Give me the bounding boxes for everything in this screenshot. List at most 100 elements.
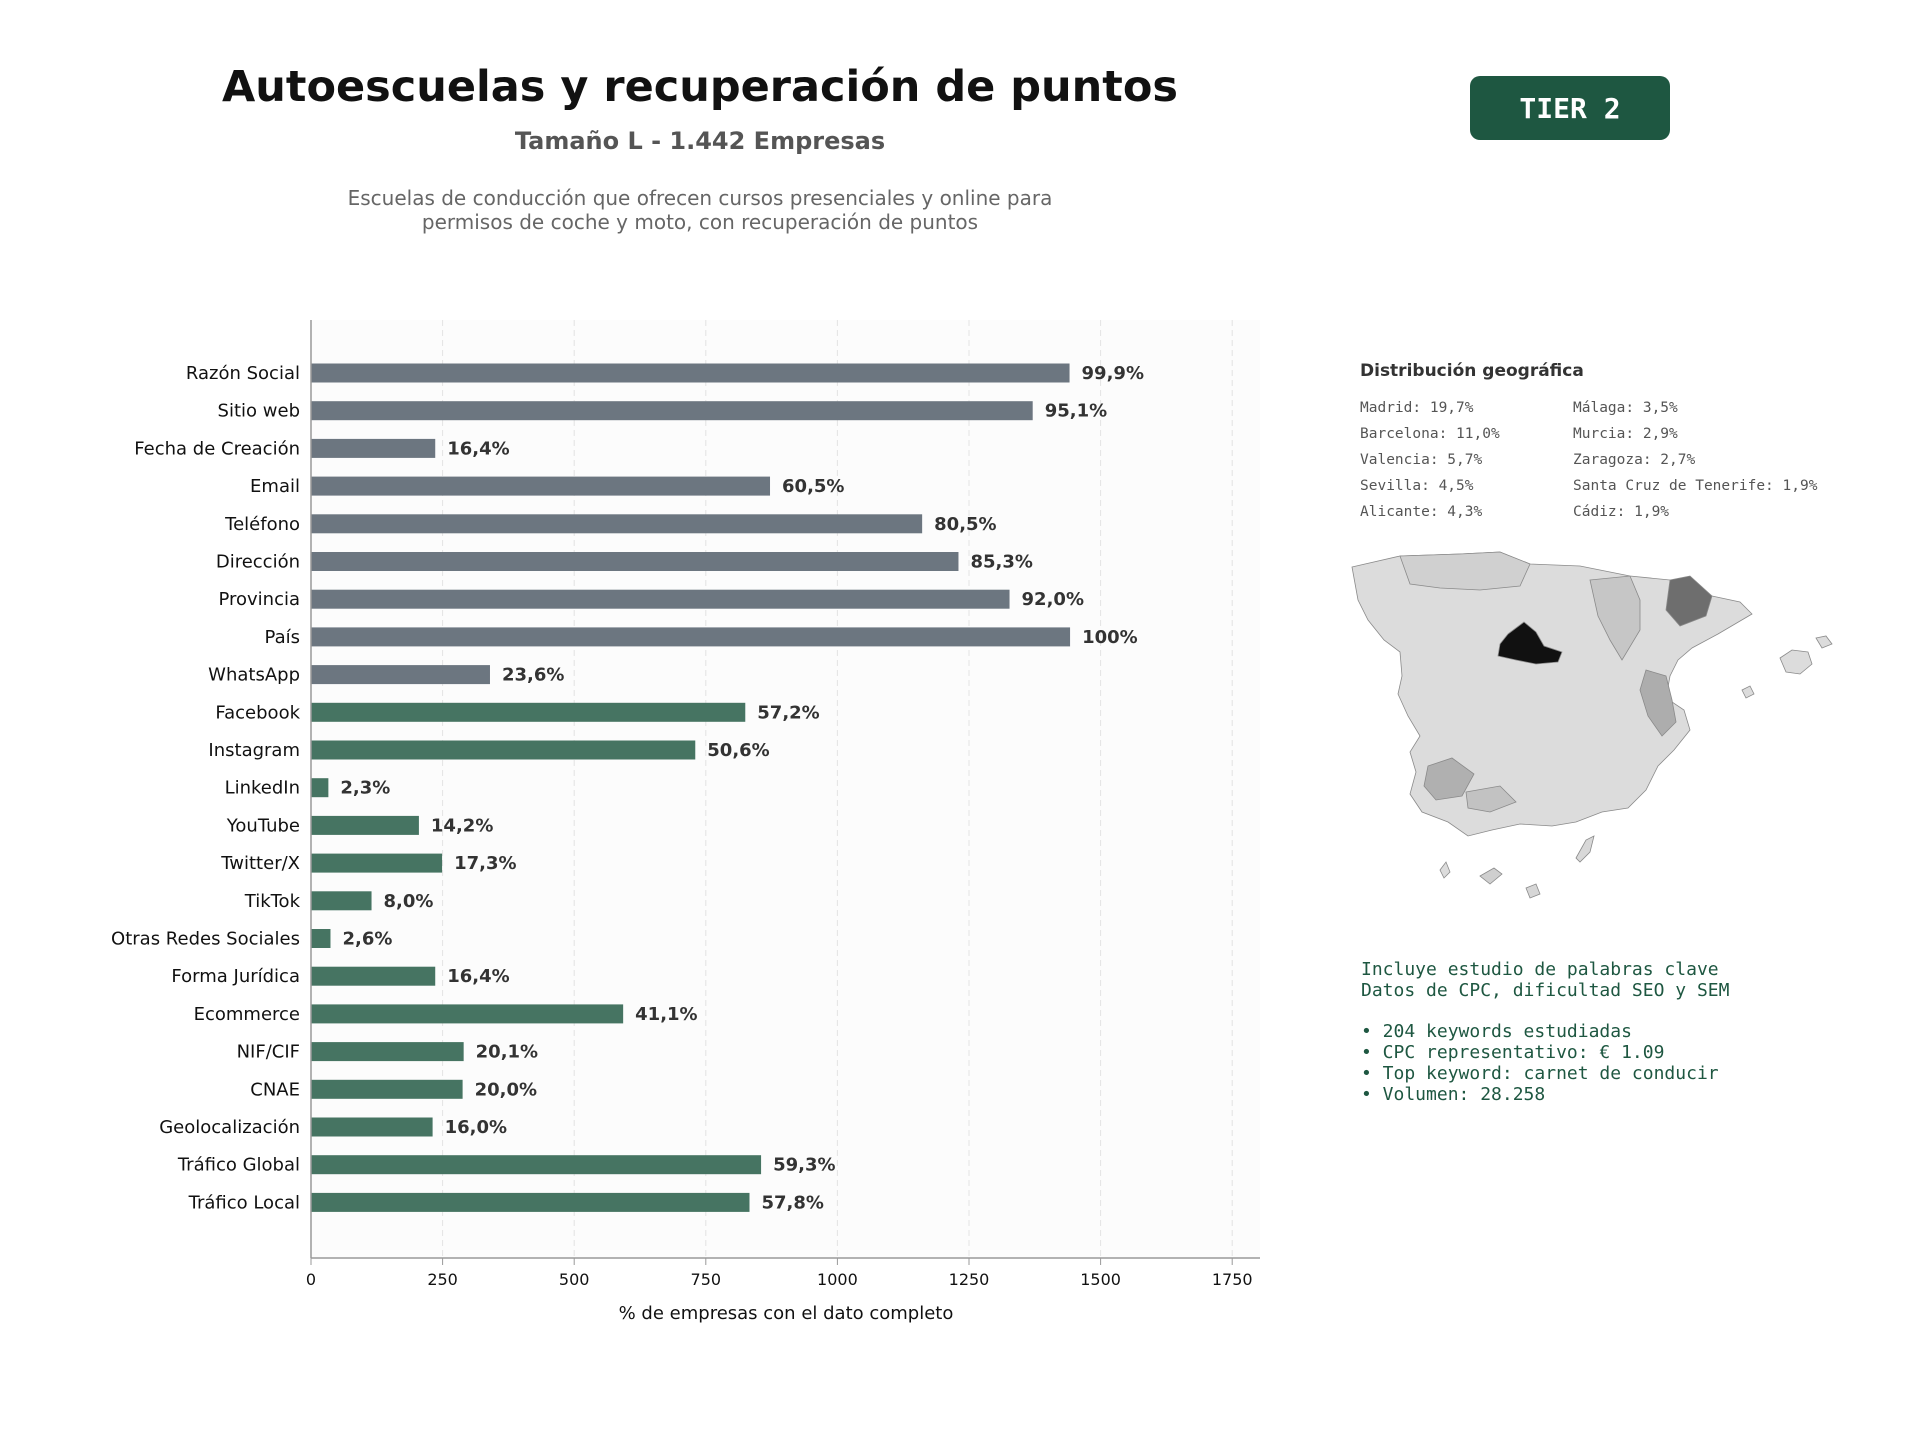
bar-value-label: 16,0% <box>445 1117 507 1138</box>
category-labels: Razón Social Sitio web Fecha de Creación Em… <box>111 363 301 1213</box>
map-region-sevilla <box>1423 757 1475 801</box>
seo-bullet: • Volumen: 28.258 <box>1361 1084 1546 1105</box>
bar-value-label: 16,4% <box>447 438 509 459</box>
bar-value-label: 20,0% <box>475 1079 537 1100</box>
map-balearic-ibiza <box>1741 685 1755 699</box>
category-label: Geolocalización <box>159 1117 300 1138</box>
bar <box>311 815 419 835</box>
map-aragon <box>1589 575 1641 661</box>
plot-background <box>310 320 1260 1258</box>
bar <box>311 853 443 873</box>
bar <box>311 401 1033 421</box>
x-tick-label: 500 <box>559 1270 590 1289</box>
bar <box>311 1192 750 1212</box>
category-label: Ecommerce <box>194 1004 300 1025</box>
x-ticks: 0 250 500 750 1000 1250 1500 1750 <box>306 1258 1253 1289</box>
geo-entry: Cádiz: 1,9% <box>1573 504 1670 520</box>
category-label: YouTube <box>226 815 300 836</box>
bar <box>311 438 436 458</box>
x-tick-label: 1500 <box>1080 1270 1121 1289</box>
bar-value-labels: 99,9% 95,1% 16,4% 60,5% 80,5% 85,3% 92,0% 100% 2… <box>340 363 1144 1213</box>
category-label: Email <box>250 476 300 497</box>
x-axis-label: % de empresas con el dato completo <box>619 1303 954 1324</box>
geo-column-left: Madrid: 19,7% Barcelona: 11,0% Valencia:… <box>1360 398 1500 528</box>
category-label: Tráfico Local <box>188 1192 300 1213</box>
map-region-malaga <box>1465 785 1517 813</box>
map-region-barcelona <box>1665 575 1713 627</box>
bar <box>311 891 372 911</box>
seo-info-panel: Incluye estudio de palabras clave Datos … <box>1361 959 1729 1105</box>
bar-value-label: 2,3% <box>340 778 390 799</box>
bar-value-label: 92,0% <box>1022 589 1084 610</box>
category-label: Forma Jurídica <box>171 966 300 987</box>
bar-value-label: 100% <box>1082 627 1138 648</box>
grid-lines <box>442 320 1233 1258</box>
spain-choropleth-map <box>1351 551 1833 899</box>
x-tick-label: 1250 <box>949 1270 990 1289</box>
bar <box>311 702 746 722</box>
geo-entry: Santa Cruz de Tenerife: 1,9% <box>1573 478 1818 494</box>
category-label: País <box>265 627 300 648</box>
category-label: Tráfico Global <box>177 1155 300 1176</box>
bar <box>311 929 331 948</box>
seo-line-2: Datos de CPC, dificultad SEO y SEM <box>1361 980 1730 1001</box>
bar-value-label: 20,1% <box>476 1042 538 1063</box>
bar <box>311 1117 433 1137</box>
x-tick-label: 750 <box>691 1270 722 1289</box>
map-canary-lanzarote <box>1575 835 1595 863</box>
bar-value-label: 17,3% <box>454 853 516 874</box>
bar-value-label: 57,8% <box>761 1192 823 1213</box>
bar-value-label: 16,4% <box>447 966 509 987</box>
bar-value-label: 14,2% <box>431 815 493 836</box>
bar <box>311 1079 463 1099</box>
bar <box>311 740 696 760</box>
bar <box>311 1042 464 1062</box>
bar-value-label: 95,1% <box>1045 401 1107 422</box>
x-tick-label: 1000 <box>817 1270 858 1289</box>
seo-line-1: Incluye estudio de palabras clave <box>1361 959 1719 980</box>
bar <box>311 589 1010 609</box>
seo-bullet: • Top keyword: carnet de conducir <box>1361 1063 1719 1084</box>
map-region-valencia <box>1639 669 1677 737</box>
bar-value-label: 85,3% <box>970 552 1032 573</box>
category-label: Teléfono <box>224 514 300 535</box>
category-label: LinkedIn <box>225 778 300 799</box>
page-title: Autoescuelas y recuperación de puntos <box>222 62 1178 112</box>
geo-distribution-title: Distribución geográfica <box>1360 361 1584 381</box>
bar-value-label: 50,6% <box>707 740 769 761</box>
category-label: NIF/CIF <box>237 1042 300 1063</box>
x-tick-label: 0 <box>306 1270 316 1289</box>
category-label: Provincia <box>218 589 300 610</box>
geo-entry: Madrid: 19,7% <box>1360 400 1474 416</box>
bar <box>311 627 1071 647</box>
map-canary-tenerife <box>1479 867 1503 885</box>
category-label: Twitter/X <box>220 853 300 874</box>
bar-value-label: 99,9% <box>1082 363 1144 384</box>
seo-bullet: • 204 keywords estudiadas <box>1361 1021 1632 1042</box>
map-balearic-menorca <box>1815 635 1833 649</box>
bar <box>311 514 923 534</box>
bar <box>311 1004 624 1024</box>
bar-value-label: 8,0% <box>384 891 434 912</box>
seo-bullet: • CPC representativo: € 1.09 <box>1361 1042 1665 1063</box>
category-label: Fecha de Creación <box>134 438 300 459</box>
geo-entry: Barcelona: 11,0% <box>1360 426 1500 442</box>
geo-entry: Alicante: 4,3% <box>1360 504 1483 520</box>
category-label: Otras Redes Sociales <box>111 929 300 950</box>
bar <box>311 476 771 496</box>
category-label: WhatsApp <box>208 665 300 686</box>
geo-entry: Sevilla: 4,5% <box>1360 478 1474 494</box>
geo-entry: Murcia: 2,9% <box>1573 426 1678 442</box>
x-tick-label: 250 <box>427 1270 458 1289</box>
geo-column-right: Málaga: 3,5% Murcia: 2,9% Zaragoza: 2,7%… <box>1573 398 1817 528</box>
bar <box>311 778 329 798</box>
x-tick-label: 1750 <box>1212 1270 1253 1289</box>
bar-value-label: 41,1% <box>635 1004 697 1025</box>
bar <box>311 552 959 571</box>
bar-value-label: 23,6% <box>502 665 564 686</box>
bar <box>311 966 436 986</box>
completeness-bar-chart: 99,9% 95,1% 16,4% 60,5% 80,5% 85,3% 92,0% 100% 2… <box>111 320 1260 1324</box>
geo-entry: Málaga: 3,5% <box>1573 400 1678 416</box>
category-label: Facebook <box>215 702 300 723</box>
geo-entry: Valencia: 5,7% <box>1360 452 1483 468</box>
